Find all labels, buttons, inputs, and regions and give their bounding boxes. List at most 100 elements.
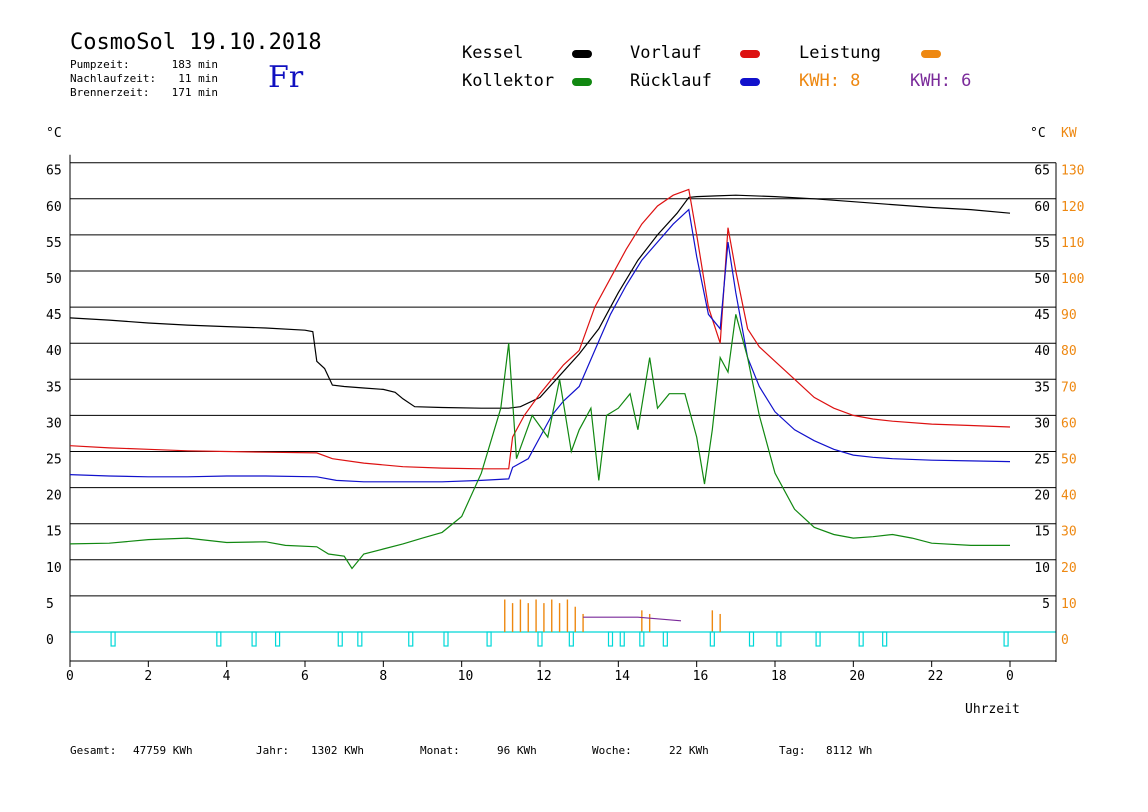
y-tick-label: 25 [46,453,62,468]
stat-nachlaufzeit-label: Nachlaufzeit: [70,72,157,85]
kw-tick-label: 10 [1061,597,1077,612]
pump-marker [815,631,821,647]
kw-tick-label: 0 [1061,633,1069,648]
y2-tick-label: 55 [1034,236,1050,251]
right-axis-unit: °C [1030,126,1046,141]
y2-tick-label: 45 [1034,308,1050,323]
y-tick-label: 10 [46,561,62,576]
kw-tick-label: 80 [1061,344,1077,359]
kw-tick-label: 60 [1061,416,1077,431]
series-kessel [69,194,1011,409]
leistung-plateau [583,616,682,622]
footer-tag-label: Tag: [779,744,806,757]
y2-tick-label: 25 [1034,453,1050,468]
y2-tick-label: 40 [1034,344,1050,359]
pump-marker [110,631,116,647]
y2-tick-label: 60 [1034,200,1050,215]
stat-nachlaufzeit-value: 11 min [178,72,218,85]
y-tick-label: 5 [46,597,54,612]
legend-kollektor-swatch [572,78,592,86]
stat-pumpzeit-label: Pumpzeit: [70,58,130,71]
legend-kwh-thermal: KWH: 8 [799,71,861,91]
footer-woche-value: 22 KWh [669,744,709,757]
kw-tick-label: 130 [1061,164,1084,179]
pump-marker [443,631,449,647]
kw-tick-label: 30 [1061,525,1077,540]
x-tick-label: 22 [928,669,944,684]
pump-marker [357,631,363,647]
pump-marker [216,631,222,647]
footer-gesamt-value: 47759 KWh [133,744,193,757]
y2-tick-label: 20 [1034,489,1050,504]
pump-marker [607,631,614,647]
footer-woche-label: Woche: [592,744,632,757]
y-tick-label: 30 [46,416,62,431]
pump-marker [568,631,574,647]
x-tick-label: 16 [693,669,709,684]
y2-tick-label: 15 [1034,525,1050,540]
x-tick-label: 4 [223,669,231,684]
series-vorlauf [69,188,1011,470]
footer-jahr-value: 1302 KWh [311,744,364,757]
y-tick-label: 15 [46,525,62,540]
x-tick-label: 2 [144,669,152,684]
pump-marker [662,631,668,647]
stat-brennerzeit-label: Brennerzeit: [70,86,150,99]
legend-kessel-swatch [572,50,592,58]
footer-tag-value: 8112 Wh [826,744,873,757]
pump-marker [619,631,625,647]
stat-pumpzeit-value: 183 min [171,58,218,71]
y2-tick-label: 10 [1034,561,1050,576]
legend-leistung-swatch [921,50,941,58]
kw-tick-label: 110 [1061,236,1084,251]
y-tick-label: 55 [46,236,62,251]
y2-tick-label: 30 [1034,416,1050,431]
y2-tick-label: 65 [1034,164,1050,179]
chart-grid [69,154,1057,662]
kw-tick-label: 90 [1061,308,1077,323]
x-tick-label: 10 [458,669,474,684]
kw-tick-label: 100 [1061,272,1084,287]
pump-marker [251,631,257,647]
page-title: CosmoSol 19.10.2018 [70,30,322,55]
pump-marker [337,631,343,647]
chart-ticks: 0510152025303540455055606551015202530354… [46,164,1084,684]
y-tick-label: 65 [46,164,62,179]
pump-marker [537,631,543,647]
legend-ruecklauf-label: Rücklauf [630,71,712,91]
pump-marker [639,631,645,647]
x-tick-label: 8 [379,669,387,684]
pump-marker [882,631,888,647]
legend-kollektor-label: Kollektor [462,71,555,91]
footer-monat-label: Monat: [420,744,460,757]
y-tick-label: 60 [46,200,62,215]
day-of-week: Fr [268,60,304,95]
y-tick-label: 40 [46,344,62,359]
x-tick-label: 0 [66,669,74,684]
legend-vorlauf-swatch [740,50,760,58]
kw-tick-label: 70 [1061,380,1077,395]
y-tick-label: 50 [46,272,62,287]
y-tick-label: 35 [46,380,62,395]
pump-marker [1003,631,1009,647]
x-tick-label: 20 [849,669,865,684]
y-tick-label: 20 [46,489,62,504]
kw-tick-label: 120 [1061,200,1084,215]
chart-marks [110,599,1009,647]
pump-marker [709,631,715,647]
legend-kessel-label: Kessel [462,43,524,63]
x-tick-label: 0 [1006,669,1014,684]
series-rücklauf [69,208,1011,483]
y2-tick-label: 35 [1034,380,1050,395]
legend-leistung-label: Leistung [799,43,881,63]
pump-marker [408,631,414,647]
x-tick-label: 6 [301,669,309,684]
y-tick-label: 45 [46,308,62,323]
x-tick-label: 12 [536,669,552,684]
kw-tick-label: 50 [1061,453,1077,468]
footer-monat-value: 96 KWh [497,744,537,757]
pump-marker [776,631,782,647]
y-tick-label: 0 [46,633,54,648]
footer-jahr-label: Jahr: [256,744,290,757]
